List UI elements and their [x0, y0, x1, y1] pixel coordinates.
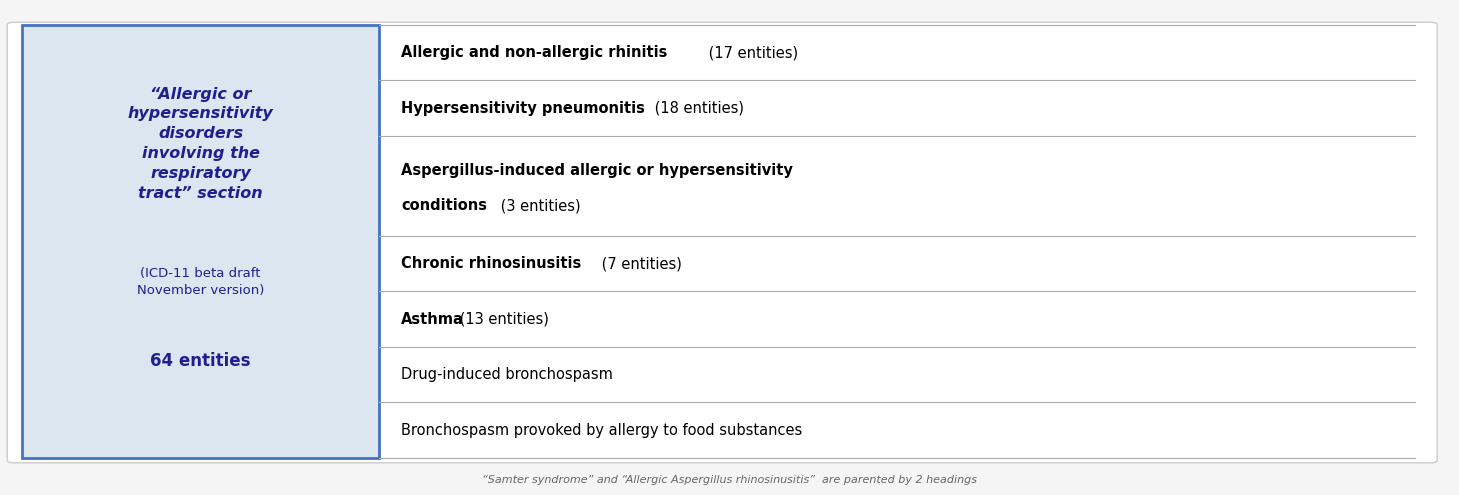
Text: Bronchospasm provoked by allergy to food substances: Bronchospasm provoked by allergy to food… [401, 423, 802, 438]
Text: “Samter syndrome” and “Allergic Aspergillus rhinosinusitis”  are parented by 2 h: “Samter syndrome” and “Allergic Aspergil… [481, 475, 978, 485]
FancyBboxPatch shape [22, 25, 379, 458]
Text: Aspergillus-induced allergic or hypersensitivity: Aspergillus-induced allergic or hypersen… [401, 163, 794, 178]
Text: (7 entities): (7 entities) [597, 256, 681, 271]
Text: (13 entities): (13 entities) [455, 311, 549, 327]
Text: conditions: conditions [401, 198, 487, 213]
Text: 64 entities: 64 entities [150, 352, 251, 370]
Text: (3 entities): (3 entities) [496, 198, 581, 213]
Text: (17 entities): (17 entities) [703, 45, 798, 60]
Text: Allergic and non-allergic rhinitis: Allergic and non-allergic rhinitis [401, 45, 668, 60]
Text: “Allergic or
hypersensitivity
disorders
involving the
respiratory
tract” section: “Allergic or hypersensitivity disorders … [128, 87, 273, 200]
Text: Drug-induced bronchospasm: Drug-induced bronchospasm [401, 367, 613, 382]
FancyBboxPatch shape [7, 22, 1437, 463]
Text: Asthma: Asthma [401, 311, 464, 327]
Text: Chronic rhinosinusitis: Chronic rhinosinusitis [401, 256, 582, 271]
Text: Hypersensitivity pneumonitis: Hypersensitivity pneumonitis [401, 100, 645, 115]
Text: (ICD-11 beta draft
November version): (ICD-11 beta draft November version) [137, 267, 264, 297]
Text: (18 entities): (18 entities) [651, 100, 744, 115]
